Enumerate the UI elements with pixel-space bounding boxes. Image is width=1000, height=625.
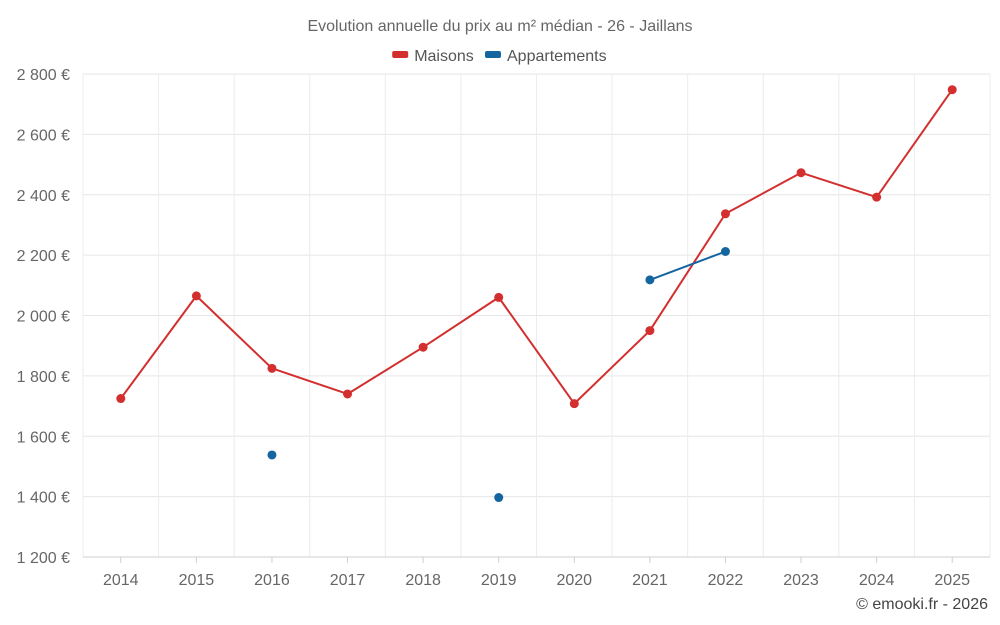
x-tick-label: 2021	[632, 572, 668, 589]
series-maisons	[116, 85, 957, 409]
data-point-maisons[interactable]	[267, 363, 277, 373]
x-tick-label: 2019	[481, 572, 517, 589]
y-tick-label: 1 800 €	[17, 369, 70, 386]
y-tick-label: 1 600 €	[17, 429, 70, 446]
axes: 1 200 € 1 400 € 1 600 € 1 800 € 2 000 € 2 200…	[17, 67, 990, 589]
x-tick-label: 2020	[556, 572, 592, 589]
data-point-maisons[interactable]	[645, 326, 655, 336]
data-point-appartements[interactable]	[720, 247, 730, 257]
legend-label-appartements: Appartements	[507, 48, 607, 65]
data-point-maisons[interactable]	[720, 209, 730, 219]
series-line-maisons	[119, 89, 954, 405]
legend[interactable]: Maisons Appartements	[392, 48, 607, 65]
data-point-appartements[interactable]	[494, 493, 504, 503]
y-tick-label: 2 400 €	[17, 188, 70, 205]
data-point-maisons[interactable]	[116, 394, 126, 404]
x-tick-label: 2017	[330, 572, 366, 589]
data-point-maisons[interactable]	[947, 85, 957, 95]
series-layer	[116, 85, 957, 503]
y-tick-label: 1 400 €	[17, 490, 70, 507]
data-point-appartements[interactable]	[645, 275, 655, 285]
x-tick-label: 2023	[783, 572, 819, 589]
grid	[82, 73, 991, 558]
chart-title: Evolution annuelle du prix au m² médian …	[307, 18, 692, 35]
legend-label-maisons: Maisons	[414, 48, 474, 65]
x-tick-label: 2016	[254, 572, 290, 589]
data-point-maisons[interactable]	[872, 192, 882, 202]
x-tick-label: 2025	[934, 572, 970, 589]
series-appartements	[267, 247, 730, 503]
data-point-maisons[interactable]	[343, 389, 353, 399]
series-line-appartements	[649, 250, 726, 281]
data-point-maisons[interactable]	[418, 342, 428, 352]
y-tick-label: 1 200 €	[17, 550, 70, 567]
x-tick-label: 2015	[179, 572, 215, 589]
y-tick-label: 2 600 €	[17, 127, 70, 144]
y-tick-label: 2 000 €	[17, 309, 70, 326]
credit-text: © emooki.fr - 2026	[856, 596, 988, 613]
y-tick-label: 2 800 €	[17, 67, 70, 84]
legend-item-appartements[interactable]: Appartements	[485, 48, 607, 65]
x-tick-label: 2018	[405, 572, 441, 589]
x-tick-label: 2014	[103, 572, 139, 589]
data-point-appartements[interactable]	[267, 450, 277, 460]
legend-swatch-maisons	[392, 51, 409, 58]
data-point-maisons[interactable]	[569, 399, 579, 409]
data-point-maisons[interactable]	[796, 168, 806, 178]
x-tick-label: 2022	[708, 572, 744, 589]
y-tick-label: 2 200 €	[17, 248, 70, 265]
legend-item-maisons[interactable]: Maisons	[392, 48, 474, 65]
data-point-maisons[interactable]	[494, 292, 504, 302]
x-tick-label: 2024	[859, 572, 895, 589]
data-point-maisons[interactable]	[191, 291, 201, 301]
legend-swatch-appartements	[485, 51, 501, 58]
